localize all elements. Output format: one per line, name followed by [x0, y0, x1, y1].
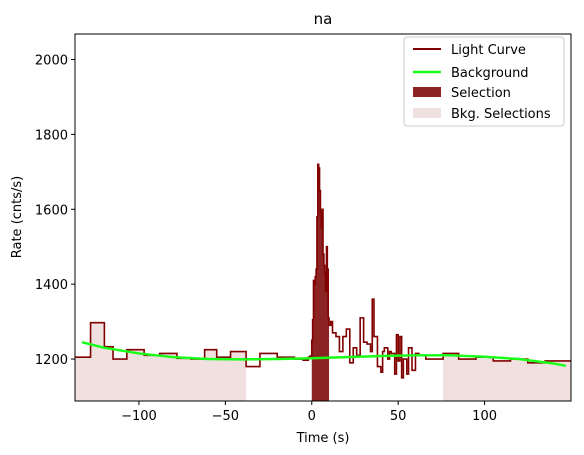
legend-selection-label: Selection — [451, 86, 511, 101]
y-axis-label: Rate (cnts/s) — [10, 176, 25, 259]
light-curve-line — [75, 163, 571, 379]
plot-frame — [74, 33, 572, 402]
selection-region — [311, 164, 330, 401]
y-tick-label: 1400 — [35, 278, 68, 293]
selection-layer — [311, 164, 330, 401]
bkg-selection-region-1 — [443, 353, 571, 401]
legend-bkg-selections-label: Bkg. Selections — [451, 107, 551, 122]
chart-title: na — [314, 10, 333, 28]
y-tick-label: 1800 — [35, 128, 68, 143]
light-curve-layer — [75, 163, 571, 379]
bkg-selection-region-0 — [75, 322, 247, 401]
x-axis: −100 −50 0 50 100 — [121, 401, 497, 424]
background-layer — [81, 340, 567, 368]
bkg-selections-layer — [75, 322, 571, 401]
legend-bkg-selections-swatch — [413, 108, 441, 118]
legend-background-label: Background — [451, 66, 529, 81]
y-tick-label: 1600 — [35, 203, 68, 218]
y-tick-label: 2000 — [35, 53, 68, 68]
legend: Light Curve Background Selection Bkg. Se… — [403, 36, 565, 127]
x-tick-label: 50 — [390, 409, 407, 424]
x-tick-label: −50 — [212, 409, 239, 424]
x-tick-label: 100 — [472, 409, 497, 424]
background-line — [81, 340, 567, 368]
legend-box — [403, 36, 565, 127]
y-axis: 1200 1400 1600 1800 2000 — [35, 53, 75, 368]
y-tick-label: 1200 — [35, 353, 68, 368]
x-axis-label: Time (s) — [296, 431, 350, 446]
legend-selection-swatch — [413, 87, 441, 97]
legend-light-curve-label: Light Curve — [451, 43, 526, 58]
x-tick-label: −100 — [121, 409, 157, 424]
x-tick-label: 0 — [308, 409, 316, 424]
